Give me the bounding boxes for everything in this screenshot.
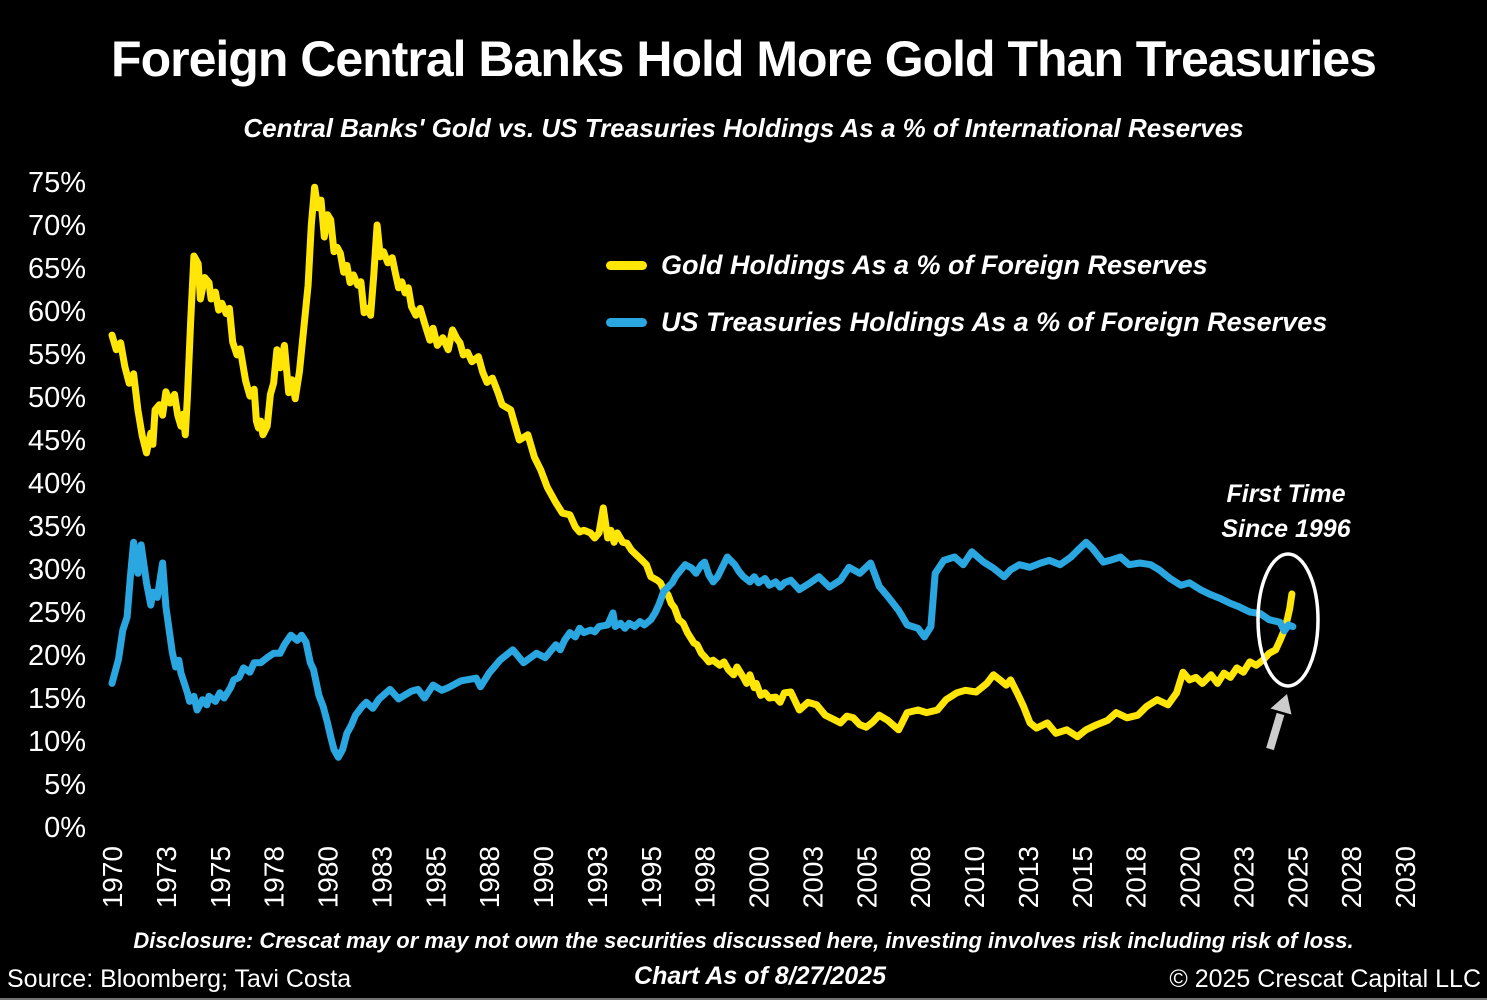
- x-tick-label: 2030: [1390, 846, 1421, 908]
- x-tick-label: 1995: [636, 846, 667, 908]
- x-tick-label: 2008: [905, 846, 936, 908]
- y-tick-label: 75%: [28, 167, 86, 199]
- x-tick-label: 1990: [528, 846, 559, 908]
- treasuries-line: [108, 538, 1297, 761]
- disclosure-text: Disclosure: Crescat may or may not own t…: [133, 928, 1354, 953]
- legend-item-gold: Gold Holdings As a % of Foreign Reserves: [606, 248, 1327, 282]
- y-tick-label: 40%: [28, 468, 86, 500]
- y-tick-label: 20%: [28, 640, 86, 672]
- chart-title: Foreign Central Banks Hold More Gold Tha…: [111, 31, 1377, 87]
- x-tick-label: 1970: [97, 846, 128, 908]
- x-tick-label: 1993: [582, 846, 613, 908]
- y-tick-label: 45%: [28, 425, 86, 457]
- x-tick-label: 1988: [474, 846, 505, 908]
- x-tick-label: 1985: [420, 846, 451, 908]
- highlight-ellipse: [1256, 552, 1320, 688]
- y-tick-label: 25%: [28, 597, 86, 629]
- y-tick-label: 10%: [28, 726, 86, 758]
- annotation-line1: First Time: [1226, 480, 1346, 508]
- source-text: Source: Bloomberg; Tavi Costa: [7, 965, 352, 993]
- x-tick-label: 2020: [1175, 846, 1206, 908]
- series-lines: [108, 183, 1297, 761]
- y-tick-label: 70%: [28, 210, 86, 242]
- y-tick-label: 55%: [28, 339, 86, 371]
- annotation-first-time-since-1996: First Time Since 1996: [1178, 477, 1394, 547]
- y-tick-label: 5%: [44, 769, 86, 801]
- x-tick-label: 2003: [797, 846, 828, 908]
- y-tick-label: 0%: [44, 812, 86, 844]
- copyright-text: © 2025 Crescat Capital LLC: [1169, 965, 1481, 993]
- x-tick-label: 1998: [690, 846, 721, 908]
- x-tick-label: 2015: [1067, 846, 1098, 908]
- x-tick-label: 2000: [744, 846, 775, 908]
- y-tick-label: 50%: [28, 382, 86, 414]
- y-tick-label: 15%: [28, 683, 86, 715]
- y-tick-label: 65%: [28, 253, 86, 285]
- x-tick-label: 2005: [851, 846, 882, 908]
- x-tick-label: 2013: [1013, 846, 1044, 908]
- y-axis-tick-labels: 75% 70% 65% 60% 55% 50% 45% 40% 35% 30% 25% 20% 15% 1…: [28, 167, 86, 844]
- legend-label-treasuries: US Treasuries Holdings As a % of Foreign…: [661, 306, 1328, 337]
- x-tick-label: 1973: [151, 846, 182, 908]
- bottom-edge-line: [0, 998, 1487, 1000]
- legend: Gold Holdings As a % of Foreign Reserves…: [606, 248, 1327, 362]
- x-tick-label: 2028: [1336, 846, 1367, 908]
- x-tick-label: 1975: [205, 846, 236, 908]
- x-axis-tick-labels: 1970 1973 1975 1978 1980 1983 1985 1988 1990 1993…: [97, 846, 1421, 908]
- x-tick-label: 1978: [259, 846, 290, 908]
- arrow-up-annotation-icon: [1266, 694, 1292, 751]
- treasuries-line-swatch: [606, 317, 647, 327]
- chart-subtitle: Central Banks' Gold vs. US Treasuries Ho…: [243, 113, 1244, 143]
- gold-line-swatch: [606, 260, 647, 270]
- x-tick-label: 2025: [1282, 846, 1313, 908]
- y-tick-label: 60%: [28, 296, 86, 328]
- chart-as-of-text: Chart As of 8/27/2025: [634, 962, 886, 990]
- gold-line: [108, 183, 1296, 741]
- y-tick-label: 35%: [28, 511, 86, 543]
- x-tick-label: 2018: [1121, 846, 1152, 908]
- x-tick-label: 1983: [366, 846, 397, 908]
- legend-label-gold: Gold Holdings As a % of Foreign Reserves: [661, 249, 1208, 280]
- legend-item-treasuries: US Treasuries Holdings As a % of Foreign…: [606, 305, 1327, 339]
- x-tick-label: 2023: [1228, 846, 1259, 908]
- x-tick-label: 1980: [313, 846, 344, 908]
- y-tick-label: 30%: [28, 554, 86, 586]
- x-tick-label: 2010: [959, 846, 990, 908]
- annotation-line2: Since 1996: [1221, 515, 1351, 543]
